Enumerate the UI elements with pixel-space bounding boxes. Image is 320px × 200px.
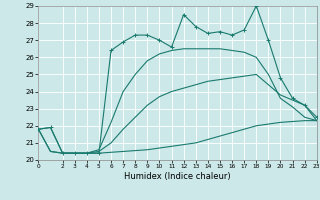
X-axis label: Humidex (Indice chaleur): Humidex (Indice chaleur) [124, 172, 231, 181]
